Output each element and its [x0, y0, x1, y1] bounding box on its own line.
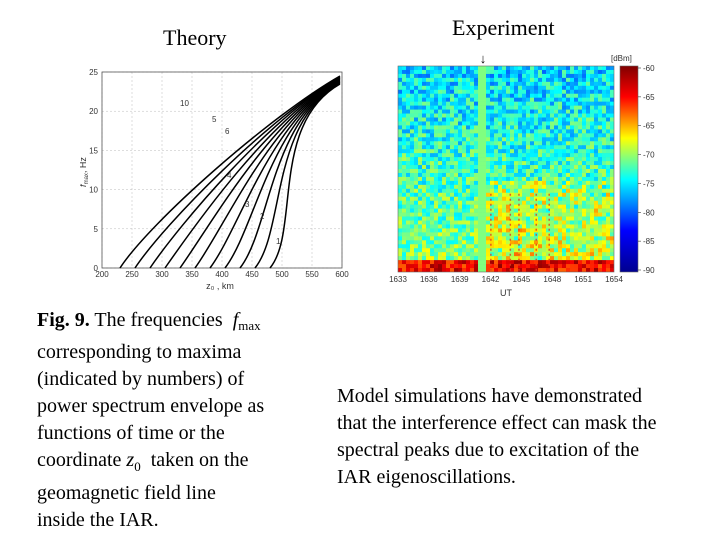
theory-x-tick: 300: [155, 270, 169, 279]
theory-curve: [224, 80, 341, 269]
experiment-x-tick: 1636: [420, 275, 438, 284]
colorbar-tick: -80: [643, 208, 655, 217]
theory-curve-label: 6: [225, 127, 230, 136]
caption-line-6: coordinate z0 taken on the: [37, 449, 249, 474]
theory-curve: [239, 81, 341, 269]
experiment-x-tick: 1645: [513, 275, 531, 284]
experiment-x-tick: 1639: [451, 275, 469, 284]
theory-curve: [179, 78, 341, 269]
experiment-plot: ↓ 1633 1636 1639 1642 1645 1648 1651 1654 UT [d…: [389, 51, 655, 298]
experiment-x-tick: 1654: [605, 275, 623, 284]
theory-x-tick: 250: [125, 270, 139, 279]
spectrogram-cells: [398, 66, 614, 272]
theory-x-tick: 400: [215, 270, 229, 279]
theory-y-tick: 20: [89, 107, 98, 116]
colorbar-ticks: -60 -65 -65 -70 -75 -80 -85 -90: [638, 64, 655, 275]
theory-y-ticks: 0 5 10 15 20 25: [89, 68, 98, 273]
caption-line-7: geomagnetic field line: [37, 482, 216, 504]
theory-y-tick: 25: [89, 68, 98, 77]
theory-x-tick: 550: [305, 270, 319, 279]
colorbar-tick: -60: [643, 64, 655, 73]
spectrogram-spectral-lines: [490, 193, 550, 272]
theory-curve-label: 3: [245, 200, 250, 209]
theory-title: Theory: [163, 25, 227, 50]
theory-curve: [119, 75, 341, 269]
experiment-x-ticks: 1633 1636 1639 1642 1645 1648 1651 1654: [389, 275, 623, 284]
caption-line-8: inside the IAR.: [37, 509, 159, 531]
theory-x-tick: 200: [95, 270, 109, 279]
theory-curve: [164, 77, 341, 269]
theory-curve-labels: 10 56 4 3 2 1: [180, 99, 281, 246]
colorbar-tick: -75: [643, 179, 655, 188]
theory-curve: [254, 82, 341, 269]
colorbar-tick: -85: [643, 237, 655, 246]
colorbar-tick: -65: [643, 93, 655, 102]
theory-x-ticks: 200 250 300 350 400 450 500 550 600: [95, 270, 349, 279]
experiment-x-tick: 1642: [482, 275, 500, 284]
theory-y-axis-label: fmax, Hz: [80, 157, 90, 187]
theory-y-tick: 5: [94, 225, 99, 234]
colorbar-tick: -90: [643, 266, 655, 275]
model-simulation-text: Model simulations have demonstrated that…: [337, 383, 720, 491]
figure-caption: Fig. 9. The frequencies fmax correspondi…: [37, 307, 327, 534]
experiment-x-axis-label: UT: [500, 288, 512, 298]
theory-curve: [149, 76, 341, 269]
caption-line-5: functions of time or the: [37, 422, 225, 444]
theory-x-tick: 600: [335, 270, 349, 279]
experiment-x-tick: 1651: [574, 275, 592, 284]
theory-y-tick: 15: [89, 146, 98, 155]
colorbar-tick: -65: [643, 122, 655, 131]
model-line-1: Model simulations have demonstrated: [337, 385, 642, 407]
theory-x-axis-label: z₀ , km: [206, 281, 234, 291]
theory-curve: [209, 80, 341, 269]
theory-curve: [194, 79, 341, 269]
theory-curve-label: 1: [276, 237, 281, 246]
theory-curve-label: 5: [212, 115, 217, 124]
theory-y-tick: 10: [89, 186, 98, 195]
theory-x-tick: 350: [185, 270, 199, 279]
caption-line-3: (indicated by numbers) of: [37, 368, 245, 390]
theory-curve-label: 10: [180, 99, 189, 108]
marker-arrow: ↓: [480, 51, 487, 66]
spectrogram-frame: [397, 65, 615, 273]
model-line-2: that the interference effect can mask th…: [337, 412, 657, 434]
caption-line-2: corresponding to maxima: [37, 341, 242, 363]
caption-line-4: power spectrum envelope as: [37, 395, 265, 417]
caption-fmax: f: [232, 309, 239, 331]
theory-curve-label: 2: [260, 212, 265, 221]
theory-x-tick: 450: [245, 270, 259, 279]
colorbar-unit: [dBm]: [611, 54, 632, 63]
theory-x-tick: 500: [275, 270, 289, 279]
theory-y-tick: 0: [94, 264, 99, 273]
theory-curve-label: 4: [227, 171, 232, 180]
theory-plot-frame: [101, 71, 343, 269]
experiment-x-tick: 1633: [389, 275, 407, 284]
caption-fig-label: Fig. 9.: [37, 309, 90, 331]
model-line-4: IAR eigenoscillations.: [337, 466, 516, 488]
theory-curve: [269, 83, 341, 269]
model-line-3: spectral peaks due to excitation of the: [337, 439, 640, 461]
colorbar-tick: -70: [643, 151, 655, 160]
caption-line-1: Fig. 9. The frequencies fmax: [37, 309, 261, 333]
experiment-x-tick: 1648: [543, 275, 561, 284]
colorbar: [619, 65, 639, 273]
theory-curves: [119, 75, 341, 269]
experiment-title: Experiment: [452, 15, 555, 40]
theory-curve: [134, 76, 341, 269]
